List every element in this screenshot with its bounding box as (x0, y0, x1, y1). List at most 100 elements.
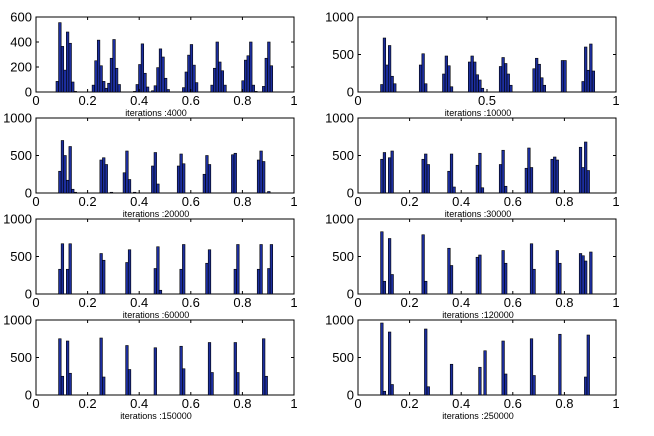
histogram-bar (104, 87, 108, 93)
histogram-bar (233, 342, 237, 396)
x-tick-label: 1 (612, 93, 619, 108)
histogram-bar (256, 159, 261, 194)
histogram-bar (473, 61, 477, 93)
histogram-bar (393, 83, 397, 93)
histogram-bar (125, 150, 129, 194)
y-tick-label: 500 (10, 350, 32, 365)
histogram-bar (537, 63, 541, 93)
histogram-bar (532, 375, 536, 396)
histogram-bar (99, 65, 103, 93)
x-tick-label: 1 (290, 194, 297, 209)
histogram-bar (218, 61, 222, 93)
histogram-bar (125, 262, 129, 295)
x-tick-label: 0 (32, 396, 39, 411)
x-tick-label: 1 (612, 396, 619, 411)
x-tick-label: 0.2 (79, 93, 97, 108)
y-tick-label: 1000 (3, 212, 32, 227)
histogram-bar (591, 70, 596, 93)
y-tick-label: 0 (25, 388, 32, 403)
histogram-bar (99, 159, 103, 194)
histogram-bar (210, 84, 214, 93)
histogram-bar (560, 60, 565, 93)
histogram-bar (179, 153, 183, 194)
histogram-bar (506, 73, 510, 93)
histogram-bar (578, 253, 583, 295)
histogram-bar (388, 331, 392, 396)
histogram-bar (249, 41, 253, 93)
histogram-bar (586, 170, 590, 194)
histogram-bar (501, 149, 505, 194)
histogram-bar (475, 256, 479, 295)
histogram-bar (156, 183, 160, 194)
histogram-bar (73, 91, 77, 93)
x-tick-label: 0.2 (79, 295, 97, 310)
y-tick-label: 1000 (325, 111, 354, 126)
histogram-bar (207, 164, 212, 194)
x-axis-label: iterations :120000 (442, 310, 514, 320)
histogram-bar (133, 191, 137, 194)
histogram-bar (264, 375, 268, 396)
x-tick-label: 0.8 (555, 295, 573, 310)
histogram-bar (535, 57, 539, 93)
histogram-bar (117, 84, 121, 93)
histogram-bar (264, 57, 268, 93)
x-tick-label: 0.6 (504, 295, 522, 310)
histogram-bar (532, 268, 536, 295)
histogram-bar (99, 337, 103, 396)
histogram-bar (478, 79, 482, 93)
axes-frame (35, 319, 295, 396)
y-tick-label: 500 (332, 148, 354, 163)
histogram-bar (382, 37, 387, 93)
histogram-bar (447, 247, 451, 295)
histogram-bar (421, 158, 425, 194)
histogram-bar (498, 164, 503, 194)
histogram-bar (578, 146, 583, 194)
histogram-bar (109, 57, 114, 93)
histogram-bar (202, 173, 206, 194)
histogram-bar (210, 372, 214, 396)
x-tick-label: 0 (32, 93, 39, 108)
histogram-bar (475, 74, 479, 93)
histogram-bar (102, 376, 106, 396)
histogram-bar (426, 164, 430, 194)
histogram-bar (421, 53, 425, 93)
histogram-bar (480, 87, 485, 93)
histogram-bar (96, 39, 101, 93)
histogram-bar (586, 69, 590, 93)
histogram-bar (421, 234, 425, 295)
histogram-bar (442, 73, 446, 93)
subplot-3: 0 0.2 0.4 0.6 0.8 1 0 500 1000 iterations :20000 (3, 111, 298, 220)
histogram-bar (115, 67, 119, 93)
x-axis-label: iterations :30000 (445, 209, 512, 219)
histogram-bar (584, 46, 588, 93)
histogram-bar (527, 147, 531, 194)
histogram-bar (589, 251, 593, 295)
histogram-bar (60, 375, 65, 396)
x-tick-label: 0.4 (130, 295, 148, 310)
histogram-bar (223, 84, 227, 93)
histogram-bar (161, 56, 165, 93)
x-tick-label: 0.6 (504, 194, 522, 209)
histogram-bar (467, 61, 472, 93)
x-tick-label: 0.6 (182, 194, 200, 209)
histogram-bar (380, 322, 384, 396)
histogram-bar (153, 152, 157, 194)
x-axis-label: iterations :10000 (445, 108, 512, 118)
histogram-bar (449, 86, 454, 93)
x-tick-label: 0.4 (130, 93, 148, 108)
histogram-bar (236, 372, 240, 396)
histogram-bar (58, 22, 62, 93)
histogram-bar (102, 259, 106, 295)
histogram-bar (452, 186, 456, 194)
histogram-bar (99, 253, 103, 295)
histogram-bar (135, 84, 139, 93)
histogram-bar (176, 165, 181, 194)
histogram-bar (63, 69, 67, 93)
histogram-bar (254, 91, 258, 93)
histogram-bar (475, 164, 479, 194)
histogram-bar (104, 164, 108, 194)
histogram-bar (60, 140, 65, 194)
histogram-bar (66, 31, 70, 93)
y-tick-label: 1000 (3, 111, 32, 126)
